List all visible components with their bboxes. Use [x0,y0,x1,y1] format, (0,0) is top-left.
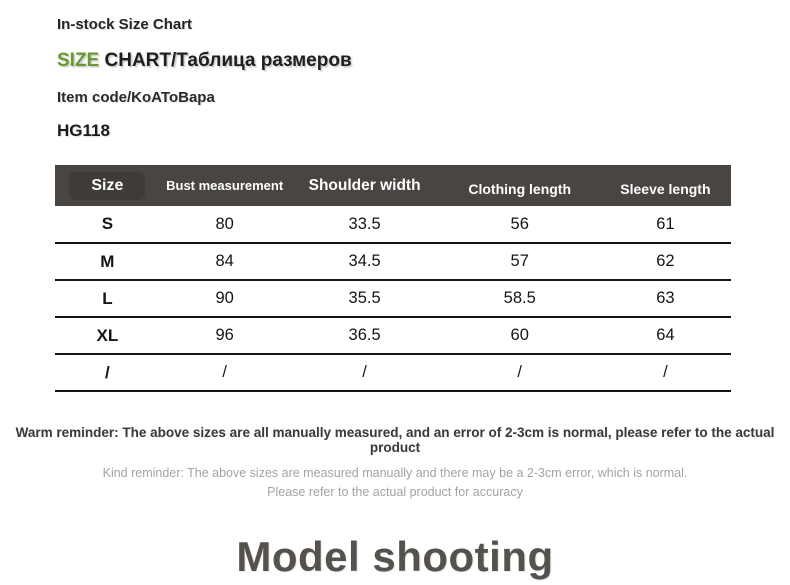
bust-cell: / [159,354,290,392]
shoulder-cell: 35.5 [289,280,440,318]
clothing-header-label: Clothing length [468,180,572,197]
shoulder-cell: 33.5 [289,206,440,244]
kind-reminder-line2: Please refer to the actual product for a… [267,485,523,500]
item-code-value: HG118 [57,121,110,140]
sleeve-cell: 62 [599,243,731,281]
size-cell: XL [55,317,160,355]
bust-cell: 90 [159,280,290,318]
clothing-cell: / [439,354,600,392]
page-title: In-stock Size Chart [57,16,193,33]
size-table-header: Size Bust measurement Shoulder width Clo… [55,165,731,206]
sleeve-header-label: Sleeve length [620,180,711,197]
clothing-cell: 58.5 [439,280,600,318]
sleeve-cell: / [599,354,731,392]
bust-cell: 96 [159,317,290,355]
shoulder-cell: 34.5 [289,243,440,281]
warm-reminder-text: Warm reminder: The above sizes are all m… [15,425,775,455]
size-chart-heading: SIZE CHART/Таблица размеров [57,50,790,72]
shoulder-header-label: Shoulder width [308,176,421,194]
clothing-cell: 60 [439,317,600,355]
size-cell: S [55,206,160,244]
size-cell: L [55,280,160,318]
size-word-highlight: SIZE [57,50,100,71]
item-code-label: Item code/KoAToBapa [57,89,215,106]
sleeve-cell: 61 [599,206,731,244]
table-row-xl: XL 96 36.5 60 64 [55,317,731,355]
size-header-label: Size [69,171,146,200]
model-shooting-heading: Model shooting [236,532,554,580]
size-cell: M [55,243,160,281]
shoulder-cell: 36.5 [289,317,440,355]
top-heading-block: In-stock Size Chart SIZE CHART/Таблица р… [0,0,790,141]
kind-reminder-line1: Kind reminder: The above sizes are measu… [102,466,688,480]
size-table-body: S 80 33.5 56 61 M 84 34.5 57 62 L 90 35.… [55,206,731,392]
size-table: Size Bust measurement Shoulder width Clo… [55,165,731,392]
clothing-cell: 56 [439,206,600,244]
kind-reminder-block: Kind reminder: The above sizes are measu… [0,464,790,503]
sleeve-cell: 63 [599,280,731,318]
size-chart-heading-rest: CHART/Таблица размеров [99,50,352,71]
clothing-cell: 57 [439,243,600,281]
size-cell: / [55,354,160,392]
header-row: Size Bust measurement Shoulder width Clo… [55,165,731,206]
sleeve-cell: 64 [599,317,731,355]
column-header-clothing: Clothing length [440,165,600,206]
bust-header-label: Bust measurement [166,178,284,193]
column-header-sleeve: Sleeve length [600,165,731,206]
bust-cell: 80 [159,206,290,244]
table-row-l: L 90 35.5 58.5 63 [55,280,731,318]
column-header-bust: Bust measurement [160,165,290,206]
table-row-s: S 80 33.5 56 61 [55,206,731,244]
column-header-shoulder: Shoulder width [290,165,440,206]
table-row-na: / / / / / [55,354,731,392]
bust-cell: 84 [159,243,290,281]
column-header-size: Size [55,165,160,206]
shoulder-cell: / [289,354,440,392]
table-row-m: M 84 34.5 57 62 [55,243,731,281]
